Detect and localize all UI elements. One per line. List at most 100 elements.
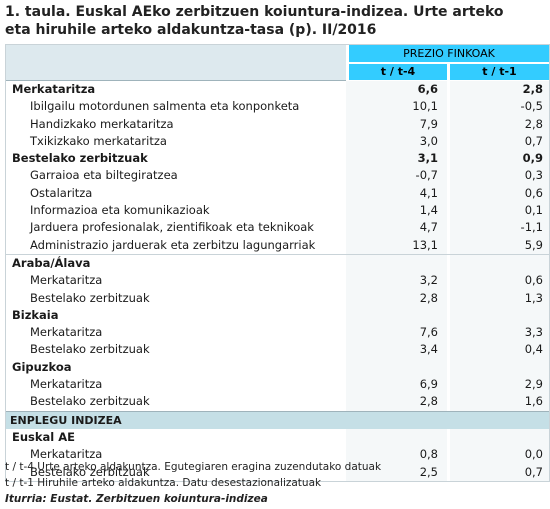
table-row: Merkataritza 6,9 2,9 [6,376,549,394]
table-title: 1. taula. Euskal AEko zerbitzuen koiuntu… [5,3,545,39]
value-annual: 7,6 [419,325,438,340]
value-quarterly: -0,5 [520,99,543,114]
row-label: Merkataritza [30,447,103,462]
table-row: Garraioa eta biltegiratzea -0,7 0,3 [6,167,549,185]
table-row: Bizkaia [6,306,549,325]
row-label: Bizkaia [12,307,59,322]
table-row: Merkataritza 7,6 3,3 [6,324,549,342]
column-separator [447,376,450,394]
row-label: Bestelako zerbitzuak [30,394,150,409]
column-separator [447,428,450,447]
value-annual: 2,8 [419,394,438,409]
table-row: Euskal AE [6,428,549,447]
header-group-prezio-finkoak: PREZIO FINKOAK [349,45,549,62]
header-label-cell [6,45,346,81]
table-row: Administrazio jarduerak eta zerbitzu lag… [6,236,549,254]
value-quarterly: 5,9 [524,237,543,252]
column-separator [447,81,450,99]
row-label: Bestelako zerbitzuak [12,151,148,166]
value-annual: 3,2 [419,273,438,288]
row-label: Merkataritza [12,82,96,96]
value-annual: 6,9 [419,377,438,392]
value-quarterly: 0,6 [524,185,543,200]
row-label: Administrazio jarduerak eta zerbitzu lag… [30,237,316,252]
source-note: Iturria: Eustat. Zerbitzuen koiuntura-in… [5,493,268,505]
column-separator [447,98,450,116]
footnotes: t / t-4 Urte arteko aldakuntza. Egutegia… [5,459,550,507]
value-quarterly: 0,7 [524,133,543,148]
row-label: Garraioa eta biltegiratzea [30,168,178,183]
column-separator [447,236,450,254]
value-quarterly: 0,1 [524,203,543,218]
value-annual: 6,6 [417,82,438,96]
column-separator [447,289,450,307]
row-label: Merkataritza [30,273,103,288]
value-annual: 3,4 [419,342,438,357]
column-separator [447,393,450,411]
value-annual: 2,5 [419,464,438,479]
value-quarterly: 0,3 [524,168,543,183]
header-col-quarterly: t / t-1 [450,64,549,80]
value-annual: 4,7 [419,220,438,235]
row-label: Ostalaritza [30,185,93,200]
row-label: Bestelako zerbitzuak [30,464,150,479]
table-row: Bestelako zerbitzuak 2,5 0,7 [6,463,549,481]
value-quarterly: 0,9 [522,151,543,166]
value-annual: -0,7 [415,168,438,183]
column-separator [447,446,450,464]
value-annual: 3,0 [419,133,438,148]
value-annual: 13,1 [412,237,438,252]
column-separator [447,184,450,203]
table-row: Merkataritza 0,8 0,0 [6,446,549,464]
value-annual: 7,9 [419,116,438,131]
column-separator [447,219,450,237]
value-annual: 10,1 [412,99,438,114]
value-quarterly: 1,6 [524,394,543,409]
table-row: Bestelako zerbitzuak 2,8 1,3 [6,289,549,307]
row-label: Txikizkako merkataritza [30,133,167,148]
row-label: ENPLEGU INDIZEA [10,413,122,427]
row-label: Handizkako merkataritza [30,116,174,131]
row-label: Bestelako zerbitzuak [30,342,150,357]
table-row: Txikizkako merkataritza 3,0 0,7 [6,132,549,151]
title-line-1: 1. taula. Euskal AEko zerbitzuen koiuntu… [5,4,504,20]
table-row: Informazioa eta komunikazioak 1,4 0,1 [6,202,549,220]
value-quarterly: 0,6 [524,273,543,288]
row-label: Merkataritza [30,325,103,340]
footnote-annual: t / t-4 Urte arteko aldakuntza. Egutegia… [5,461,382,473]
column-separator [447,115,450,133]
table-row: Jarduera profesionalak, zientifikoak eta… [6,219,549,237]
title-line-2: eta hiruhile arteko aldakuntza-tasa (p).… [5,22,377,38]
table-row: Bestelako zerbitzuak 3,1 0,9 [6,150,549,168]
row-label: Gipuzkoa [12,359,72,374]
table-body: Merkataritza 6,6 2,8 Ibilgailu motordunen s… [6,81,549,481]
value-annual: 0,8 [419,447,438,462]
value-quarterly: 2,8 [522,82,543,96]
column-separator [447,324,450,342]
column-separator [447,150,450,168]
value-annual: 2,8 [419,290,438,305]
column-separator [447,358,450,377]
value-quarterly: 2,8 [524,116,543,131]
column-separator [447,202,450,220]
value-quarterly: 2,9 [524,377,543,392]
table-row: Bestelako zerbitzuak 3,4 0,4 [6,341,549,359]
footnote-quarterly: t / t-1 Hiruhile arteko aldakuntza. Datu… [5,477,322,489]
column-separator [447,463,450,481]
row-label: Informazioa eta komunikazioak [30,203,210,218]
column-separator [447,167,450,185]
table-row: Merkataritza 6,6 2,8 [6,81,549,99]
table-row: Handizkako merkataritza 7,9 2,8 [6,115,549,133]
column-separator [447,272,450,290]
table-header: PREZIO FINKOAK t / t-4 t / t-1 [6,45,549,81]
table-row: ENPLEGU INDIZEA [6,410,549,429]
row-label: Araba/Álava [12,255,91,270]
table-row: Ostalaritza 4,1 0,6 [6,184,549,203]
table-row: Araba/Álava [6,253,549,273]
value-quarterly: -1,1 [520,220,543,235]
column-separator [447,306,450,325]
value-annual: 1,4 [419,203,438,218]
row-label: Merkataritza [30,377,103,392]
table-row: Bestelako zerbitzuak 2,8 1,6 [6,393,549,411]
value-quarterly: 0,4 [524,342,543,357]
